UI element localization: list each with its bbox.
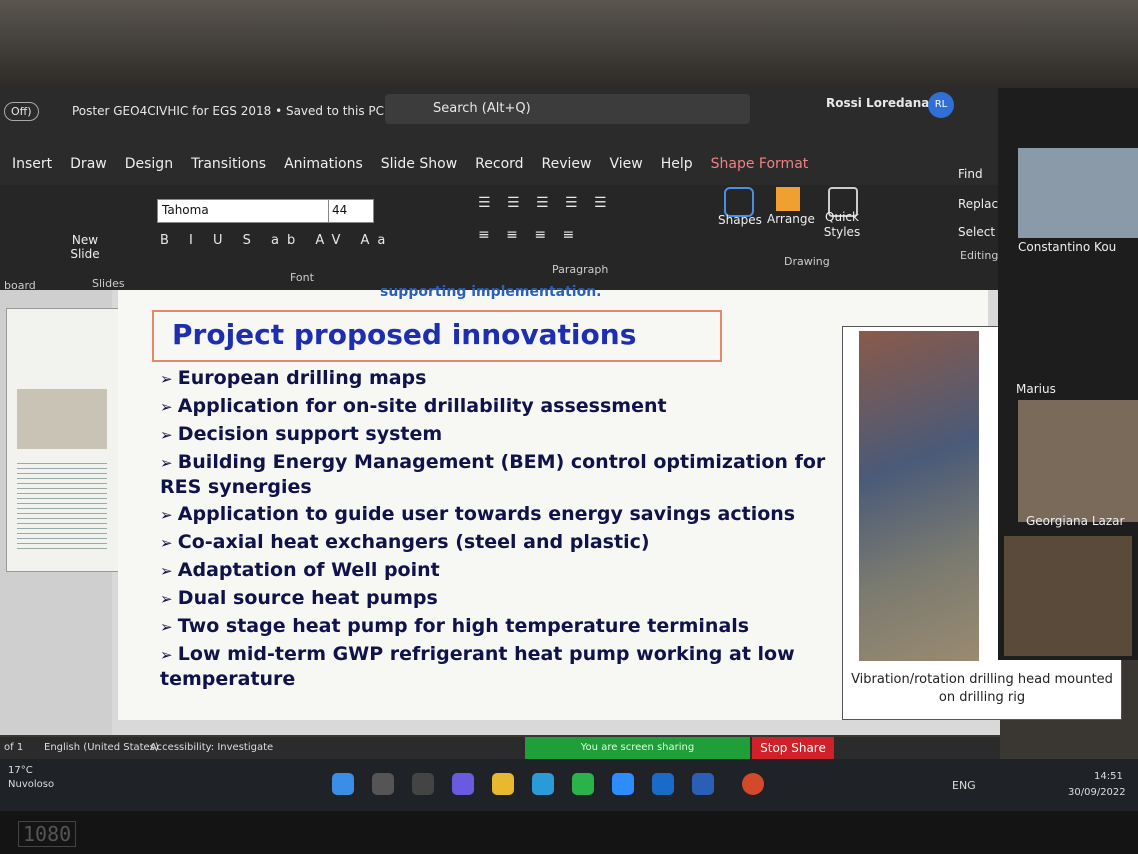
file-title[interactable]: Poster GEO4CIVHIC for EGS 2018 • Saved t… bbox=[72, 104, 384, 118]
slide-top-text: supporting implementation. bbox=[380, 284, 602, 300]
slide-count: of 1 bbox=[4, 742, 23, 753]
screenshot: Off) Poster GEO4CIVHIC for EGS 2018 • Sa… bbox=[0, 0, 1138, 854]
participant-name: Marius bbox=[1016, 382, 1056, 396]
slide-title: Project proposed innovations bbox=[172, 318, 636, 351]
ribbon-tabs: Insert Draw Design Transitions Animations Sli… bbox=[0, 143, 1000, 185]
quick-styles-button[interactable]: Quick Styles bbox=[820, 210, 864, 240]
drilling-photo bbox=[859, 331, 979, 661]
ribbon-tab[interactable]: Transitions bbox=[191, 156, 266, 172]
powerpoint-icon[interactable] bbox=[742, 773, 764, 795]
word-icon[interactable] bbox=[692, 773, 714, 795]
search-icon[interactable] bbox=[372, 773, 394, 795]
ribbon-tab[interactable]: Slide Show bbox=[381, 156, 457, 172]
outlook-icon[interactable] bbox=[652, 773, 674, 795]
group-label: Editing bbox=[960, 249, 998, 262]
teams-icon[interactable] bbox=[452, 773, 474, 795]
search-box[interactable]: Search (Alt+Q) bbox=[385, 94, 750, 124]
bullet-item: Application for on-site drillability ass… bbox=[160, 394, 840, 419]
bullet-item: Decision support system bbox=[160, 422, 840, 447]
new-slide-button[interactable]: New Slide bbox=[68, 233, 102, 261]
arrange-icon bbox=[776, 187, 800, 211]
arrange-button[interactable]: Arrange bbox=[767, 212, 815, 226]
ribbon-tab[interactable]: Shape Format bbox=[711, 156, 809, 172]
zoom-icon[interactable] bbox=[612, 773, 634, 795]
format-buttons[interactable]: B I U S ab AV Aa bbox=[160, 233, 393, 248]
font-name-box[interactable]: Tahoma bbox=[157, 199, 355, 223]
shapes-button[interactable]: Shapes bbox=[718, 213, 762, 227]
clock-date[interactable]: 30/09/2022 bbox=[1068, 787, 1126, 798]
slide-thumbnail[interactable] bbox=[6, 308, 120, 572]
user-avatar[interactable]: RL bbox=[928, 92, 954, 118]
participant-name: Constantino Kou bbox=[1018, 240, 1116, 254]
find-button[interactable]: Find bbox=[958, 167, 983, 181]
edge-icon[interactable] bbox=[532, 773, 554, 795]
ribbon-tab[interactable]: Animations bbox=[284, 156, 363, 172]
ribbon: New Slide Slides board Tahoma 44 B I U S… bbox=[0, 185, 1000, 290]
taskbar: 17°C Nuvoloso ENG 14:51 30/09/2022 bbox=[0, 759, 1138, 811]
monitor-bezel: 1080 bbox=[0, 811, 1138, 854]
font-size-box[interactable]: 44 bbox=[328, 199, 374, 223]
thumbnail-text bbox=[17, 459, 107, 549]
bullet-item: Application to guide user towards energy… bbox=[160, 502, 840, 527]
font-size: 44 bbox=[332, 203, 347, 217]
title-box: Project proposed innovations bbox=[152, 310, 722, 362]
bullet-list: European drilling maps Application for on… bbox=[160, 366, 840, 694]
title-bar: Off) Poster GEO4CIVHIC for EGS 2018 • Sa… bbox=[0, 88, 1000, 143]
video-panel bbox=[998, 88, 1138, 660]
photo-caption: Vibration/rotation drilling head mounted… bbox=[851, 671, 1113, 707]
video-tile bbox=[1018, 148, 1138, 238]
bullet-item: European drilling maps bbox=[160, 366, 840, 391]
taskview-icon[interactable] bbox=[412, 773, 434, 795]
bullet-item: Low mid-term GWP refrigerant heat pump w… bbox=[160, 642, 840, 691]
accessibility[interactable]: Accessibility: Investigate bbox=[150, 742, 273, 753]
clock-time[interactable]: 14:51 bbox=[1094, 771, 1123, 782]
search-text: Search (Alt+Q) bbox=[433, 101, 531, 116]
ribbon-tab[interactable]: Draw bbox=[70, 156, 107, 172]
video-tile bbox=[1004, 536, 1132, 656]
participant-name: Georgiana Lazar bbox=[1026, 514, 1124, 528]
group-label: Paragraph bbox=[552, 263, 608, 276]
list-buttons[interactable]: ☰ ☰ ☰ ☰ ☰ bbox=[478, 195, 613, 211]
ribbon-tab[interactable]: Design bbox=[125, 156, 173, 172]
bullet-item: Adaptation of Well point bbox=[160, 558, 840, 583]
group-label: Slides bbox=[92, 277, 125, 290]
group-label: Font bbox=[290, 271, 314, 284]
language[interactable]: English (United States) bbox=[44, 742, 159, 753]
ribbon-tab[interactable]: Help bbox=[661, 156, 693, 172]
bullet-item: Building Energy Management (BEM) control… bbox=[160, 450, 840, 499]
group-label: Drawing bbox=[784, 255, 830, 268]
thumbnail-image bbox=[17, 389, 107, 449]
stop-share-button[interactable]: Stop Share bbox=[752, 737, 834, 759]
autosave-toggle[interactable]: Off) bbox=[4, 102, 39, 121]
select-button[interactable]: Select bbox=[958, 225, 995, 239]
ribbon-tab[interactable]: Review bbox=[542, 156, 592, 172]
wall bbox=[0, 0, 1138, 88]
start-icon[interactable] bbox=[332, 773, 354, 795]
user-name: Rossi Loredana bbox=[826, 96, 929, 110]
ribbon-tab[interactable]: Insert bbox=[12, 156, 52, 172]
temperature: 17°C bbox=[8, 765, 33, 776]
bullet-item: Dual source heat pumps bbox=[160, 586, 840, 611]
bullet-item: Co-axial heat exchangers (steel and plas… bbox=[160, 530, 840, 555]
sharing-banner: You are screen sharing bbox=[525, 737, 750, 759]
align-buttons[interactable]: ≡ ≡ ≡ ≡ bbox=[478, 227, 580, 243]
ribbon-tab[interactable]: Record bbox=[475, 156, 523, 172]
bullet-item: Two stage heat pump for high temperature… bbox=[160, 614, 840, 639]
bezel-label: 1080 bbox=[18, 821, 76, 847]
whatsapp-icon[interactable] bbox=[572, 773, 594, 795]
font-name: Tahoma bbox=[162, 203, 209, 217]
weather: Nuvoloso bbox=[8, 779, 54, 790]
video-tile bbox=[1018, 400, 1138, 522]
ribbon-tab[interactable]: View bbox=[609, 156, 642, 172]
status-bar: of 1 English (United States) Accessibili… bbox=[0, 737, 1000, 759]
input-language[interactable]: ENG bbox=[952, 779, 976, 792]
explorer-icon[interactable] bbox=[492, 773, 514, 795]
